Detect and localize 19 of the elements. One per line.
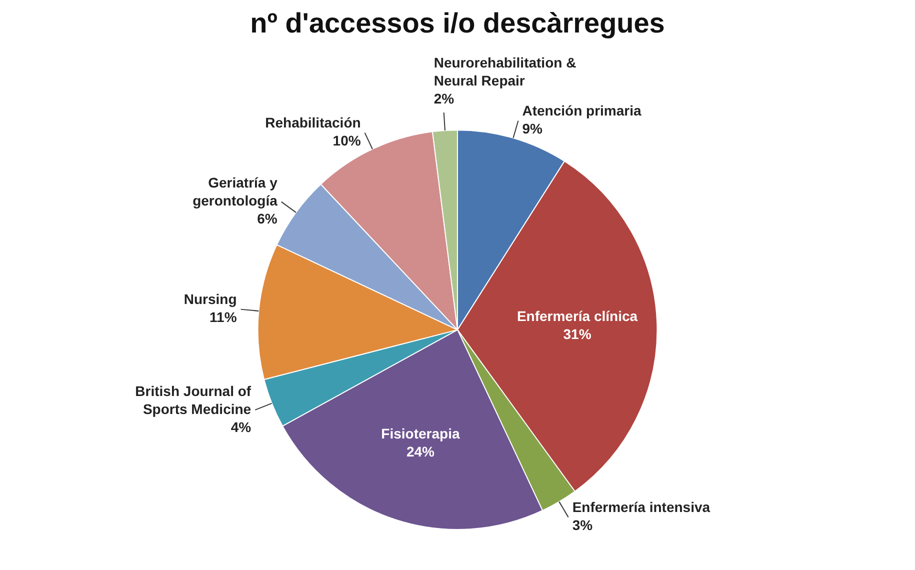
data-label: 24%: [406, 444, 436, 460]
data-label: 11%: [210, 309, 238, 326]
slice-label: Geriatría y gerontología: [192, 174, 278, 209]
data-label: 2%: [434, 90, 455, 106]
slice-label: Enfermería clínica: [516, 308, 638, 324]
slice-label: Enfermería intensiva: [572, 499, 710, 516]
slice-label: Nursing: [184, 291, 237, 308]
data-label: 3%: [572, 517, 594, 534]
data-label: 9%: [522, 120, 544, 137]
slice-label: Fisioterapia: [381, 426, 460, 442]
data-label: 10%: [332, 132, 362, 149]
slice-label: British Journal of Sports Medicine: [135, 382, 252, 417]
slice-label: Atención primaria: [522, 102, 642, 119]
data-label: 31%: [563, 326, 592, 342]
data-label: 4%: [230, 418, 252, 435]
slice-label: Neurorehabilitation & Neural Repair: [434, 54, 576, 88]
slice-label: Rehabilitación: [265, 114, 361, 131]
chart-title: nº d'accessos i/o descàrregues: [250, 8, 665, 39]
data-label: 6%: [257, 210, 278, 227]
